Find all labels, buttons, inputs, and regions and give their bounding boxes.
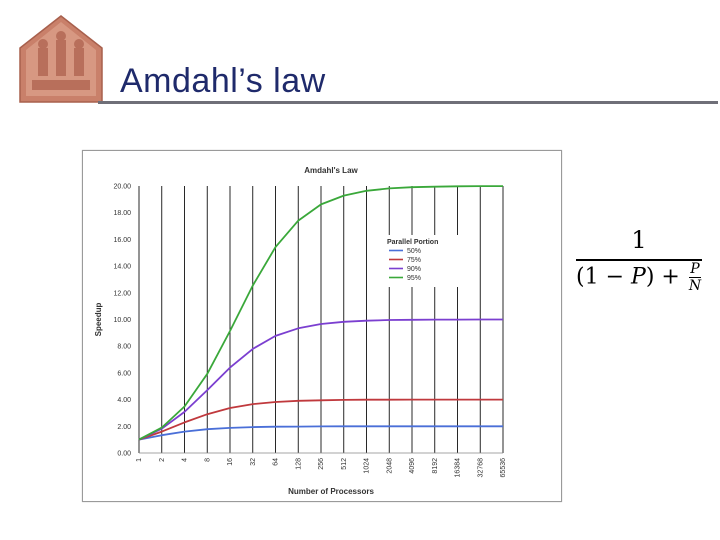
y-tick-label: 14.00 <box>113 264 131 271</box>
y-tick-label: 0.00 <box>117 451 131 458</box>
formula-frac-top: P <box>690 261 700 277</box>
y-tick-label: 4.00 <box>117 397 131 404</box>
x-tick-label: 256 <box>318 458 325 470</box>
y-tick-label: 18.00 <box>113 210 131 217</box>
y-tick-label: 6.00 <box>117 370 131 377</box>
formula-fraction-bar <box>576 259 702 261</box>
slide-title: Amdahl’s law <box>120 62 326 100</box>
x-tick-label: 32 <box>250 458 257 466</box>
x-tick-label: 1 <box>136 458 143 462</box>
x-tick-label: 2048 <box>386 458 393 474</box>
legend-label: 75% <box>407 257 421 264</box>
x-tick-label: 8 <box>204 458 211 462</box>
x-tick-label: 512 <box>341 458 348 470</box>
y-axis-label: Speedup <box>94 302 103 336</box>
y-tick-label: 20.00 <box>113 184 131 191</box>
x-tick-label: 32768 <box>477 458 484 478</box>
x-tick-label: 128 <box>295 458 302 470</box>
amdahl-chart: 1 2 4 8 16 32 64 128 256 512 1024 2048 4096 8192 16384… <box>94 166 507 496</box>
series-line-90pct <box>138 318 503 441</box>
formula-close: ) + <box>645 264 687 290</box>
x-tick-label: 64 <box>273 458 280 466</box>
x-tick-label: 16 <box>227 458 234 466</box>
y-tick-label: 10.00 <box>113 317 131 324</box>
y-tick-label: 2.00 <box>117 424 131 431</box>
title-underline <box>98 101 718 104</box>
x-tick-label: 65536 <box>500 458 507 478</box>
formula-inner-bar <box>688 277 702 278</box>
legend-label: 50% <box>407 248 421 255</box>
formula-numerator: 1 <box>631 226 647 254</box>
formula-frac-bottom: N <box>688 278 702 294</box>
formula-open: (1 − <box>576 264 631 290</box>
x-tick-label: 4096 <box>409 458 416 474</box>
legend-box <box>385 235 459 287</box>
series-line-50pct <box>138 425 503 441</box>
chart-title: Amdahl's Law <box>304 166 358 175</box>
chart-frame: 1 2 4 8 16 32 64 128 256 512 1024 2048 4096 8192 16384… <box>82 150 562 502</box>
university-seal-logo <box>18 14 104 104</box>
x-tick-label: 4 <box>182 458 189 462</box>
legend-label: 95% <box>407 275 421 282</box>
legend-label: 90% <box>407 266 421 273</box>
x-axis-label: Number of Processors <box>288 487 374 496</box>
y-tick-label: 8.00 <box>117 344 131 351</box>
x-tick-label: 2 <box>159 458 166 462</box>
series-line-75pct <box>138 398 503 441</box>
y-tick-label: 12.00 <box>113 290 131 297</box>
legend-title: Parallel Portion <box>387 239 438 246</box>
x-tick-label: 8192 <box>432 458 439 474</box>
series-line-95pct <box>138 185 503 441</box>
x-tick-label: 16384 <box>455 458 462 478</box>
formula-var-p: P <box>631 264 646 290</box>
x-tick-label: 1024 <box>364 458 371 474</box>
y-tick-label: 16.00 <box>113 237 131 244</box>
